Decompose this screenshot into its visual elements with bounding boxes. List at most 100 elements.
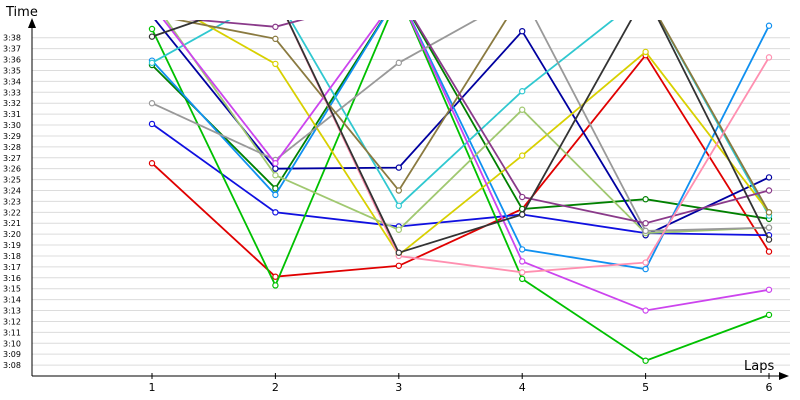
- data-point: [395, 226, 402, 233]
- y-tick-label: 3:25: [3, 176, 21, 185]
- y-tick-label: 3:26: [3, 165, 21, 174]
- data-point: [642, 307, 649, 314]
- y-tick-label: 3:16: [3, 274, 21, 283]
- series-line: [151, 20, 770, 254]
- y-tick-label: 3:32: [3, 99, 21, 108]
- data-point: [519, 88, 526, 95]
- y-tick-label: 3:15: [3, 285, 21, 294]
- data-point: [272, 282, 279, 289]
- y-tick-label: 3:11: [3, 328, 21, 337]
- data-point: [642, 265, 649, 273]
- x-tick-label: 2: [272, 381, 279, 394]
- series-line: [174, 20, 770, 213]
- series-15: [148, 20, 773, 256]
- y-tick-label: 3:09: [3, 350, 21, 359]
- y-tick-label: 3:30: [3, 121, 21, 130]
- y-tick-label: 3:19: [3, 241, 21, 250]
- x-axis-arrow: [779, 372, 789, 380]
- data-point: [149, 13, 154, 18]
- y-tick-label: 3:10: [3, 339, 21, 348]
- data-point: [148, 33, 156, 40]
- data-point: [148, 160, 156, 167]
- y-tick-label: 3:22: [3, 208, 21, 217]
- series-line: [151, 53, 770, 278]
- series-line: [151, 20, 770, 362]
- data-point: [642, 227, 649, 235]
- y-tick-label: 3:38: [3, 34, 21, 43]
- series-line: [286, 20, 770, 274]
- y-tick-label: 3:08: [3, 361, 21, 370]
- data-point: [148, 25, 156, 33]
- y-tick-label: 3:31: [3, 110, 21, 119]
- data-point: [765, 236, 773, 243]
- y-tick-label: 3:33: [3, 88, 21, 97]
- grid-lines: [32, 37, 790, 366]
- series-group: [148, 0, 773, 364]
- data-point: [395, 202, 402, 209]
- data-point: [765, 248, 773, 255]
- x-tick-label: 4: [519, 381, 526, 394]
- x-axis-ticks: 1 2 3 4 5 6: [149, 373, 773, 394]
- series-line: [165, 20, 770, 235]
- y-tick-label: 3:21: [3, 219, 21, 228]
- data-point: [519, 106, 526, 113]
- data-point: [149, 0, 154, 2]
- y-tick-label: 3:29: [3, 132, 21, 141]
- x-tick-label: 1: [149, 381, 156, 394]
- data-point: [765, 174, 773, 181]
- data-point: [272, 165, 279, 172]
- data-point: [272, 209, 279, 216]
- y-tick-label: 3:20: [3, 230, 21, 239]
- data-point: [642, 220, 649, 227]
- data-point: [272, 35, 279, 43]
- y-tick-label: 3:27: [3, 154, 21, 163]
- data-point: [272, 23, 279, 31]
- data-point: [395, 187, 402, 194]
- data-point: [765, 286, 773, 293]
- data-point: [272, 172, 279, 179]
- data-point: [148, 120, 156, 128]
- series-3: [148, 20, 773, 364]
- series-line: [154, 20, 770, 237]
- y-axis-arrow: [28, 18, 36, 28]
- data-point: [149, 12, 154, 17]
- data-point: [519, 27, 526, 35]
- y-axis-title: Time: [5, 5, 38, 20]
- y-tick-label: 3:24: [3, 187, 21, 196]
- x-tick-label: 3: [395, 381, 402, 394]
- data-point: [642, 259, 649, 266]
- data-point: [642, 357, 649, 364]
- data-point: [519, 152, 526, 159]
- data-point: [272, 185, 279, 192]
- data-point: [149, 7, 154, 12]
- x-tick-label: 5: [642, 381, 649, 394]
- y-tick-label: 3:36: [3, 56, 21, 65]
- data-point: [272, 273, 279, 280]
- data-point: [765, 311, 773, 319]
- y-tick-label: 3:28: [3, 143, 21, 152]
- data-point: [395, 249, 402, 256]
- series-line: [151, 123, 770, 237]
- data-point: [519, 193, 526, 201]
- data-point: [149, 2, 154, 7]
- y-tick-label: 3:14: [3, 296, 21, 305]
- y-tick-label: 3:18: [3, 252, 21, 261]
- series-line: [151, 20, 770, 220]
- y-tick-label: 3:13: [3, 307, 21, 316]
- data-point: [765, 187, 773, 194]
- data-point: [765, 209, 773, 216]
- y-tick-label: 3:12: [3, 317, 21, 326]
- data-point: [765, 224, 773, 231]
- data-point: [519, 269, 526, 276]
- y-tick-label: 3:23: [3, 197, 21, 206]
- data-point: [272, 60, 279, 68]
- x-tick-label: 6: [766, 381, 773, 394]
- axes: [28, 18, 789, 380]
- data-point: [148, 100, 156, 107]
- series-line: [195, 20, 770, 257]
- data-point: [519, 275, 526, 283]
- data-point: [642, 48, 649, 56]
- series-11: [149, 12, 773, 216]
- x-axis-title: Laps: [744, 359, 774, 374]
